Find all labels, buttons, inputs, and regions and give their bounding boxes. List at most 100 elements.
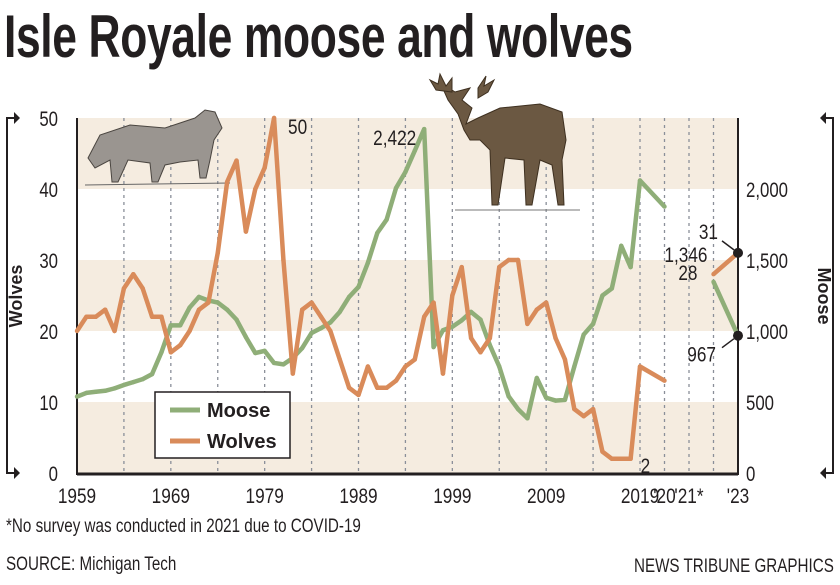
wolves-point-1962: [102, 307, 108, 312]
wolves-point-1992: [384, 385, 389, 390]
wolves-point-2011: [562, 357, 568, 362]
right-tick-label: 0: [746, 463, 755, 486]
right-tick-label: 2,000: [746, 179, 788, 202]
moose-point-1974: [215, 300, 220, 305]
wolves-point-2018: [628, 456, 633, 461]
moose-point-1980: [271, 360, 277, 366]
moose-line-segment-1: [711, 280, 741, 337]
x-tick-label: 1979: [246, 486, 284, 509]
legend-box: [154, 391, 291, 459]
moose-point-2005: [506, 394, 511, 399]
moose-point-1999: [450, 324, 455, 329]
left-tick-label: 30: [39, 250, 58, 273]
wolves-point-2004: [497, 264, 502, 270]
annotation-label: 967: [687, 344, 716, 367]
x-tick-label: 1999: [433, 486, 471, 509]
moose-point-1994: [403, 169, 408, 175]
annotation-dot: [733, 330, 743, 341]
wolves-point-1975: [224, 179, 230, 185]
moose-point-2018: [628, 264, 633, 270]
wolves-point-1960: [84, 314, 89, 319]
moose-point-1981: [281, 362, 286, 367]
wolves-point-1965: [131, 272, 136, 277]
moose-point-1966: [140, 376, 145, 382]
wolves-point-2006: [515, 257, 521, 263]
moose-point-1998: [440, 328, 446, 333]
wolves-point-1998: [440, 371, 446, 376]
wolves-point-1979: [262, 165, 267, 170]
moose-point-1996: [421, 126, 427, 132]
credit: NEWS TRIBUNE GRAPHICS: [634, 556, 834, 577]
moose-point-1972: [196, 294, 202, 300]
series-lines: [74, 115, 741, 462]
wolves-point-1984: [309, 300, 314, 305]
moose-point-2019: [637, 178, 643, 183]
moose-point-1989: [356, 284, 361, 290]
moose-point-1993: [393, 185, 399, 191]
wolves-point-2012: [572, 406, 577, 412]
right-tick-label: 1,500: [746, 250, 788, 273]
moose-point-1977: [243, 334, 249, 340]
wolves-point-2002: [478, 350, 483, 355]
x-tick-label: 1989: [339, 486, 377, 509]
moose-point-1997: [431, 344, 436, 350]
wolves-point-1961: [93, 314, 98, 319]
wolves-point-2005: [506, 257, 511, 263]
moose-point-1986: [328, 320, 333, 325]
wolves-point-2000: [459, 264, 464, 270]
moose-point-1967: [149, 371, 155, 377]
illustrations: [84, 72, 580, 211]
moose-point-1987: [337, 309, 342, 315]
left-bracket-arrow-bottom: [14, 467, 20, 479]
x-tick-label: '23: [727, 486, 749, 509]
wolves-point-1988: [346, 385, 352, 390]
moose-point-2020: [662, 204, 667, 209]
moose-point-1971: [187, 305, 192, 310]
wolves-point-1997: [431, 300, 436, 305]
wolves-point-1983: [300, 307, 305, 312]
moose-point-2004: [497, 364, 502, 369]
right-bracket-arrow-bottom: [820, 467, 826, 479]
wolves-point-1977: [243, 229, 249, 234]
moose-point-2012: [572, 364, 577, 369]
moose-point-1992: [384, 217, 389, 222]
moose-point-1985: [318, 325, 324, 331]
moose-point-2007: [525, 416, 530, 421]
wolves-point-1982: [290, 371, 296, 376]
moose-point-1988: [346, 294, 352, 300]
wolves-point-1976: [234, 158, 239, 163]
wolves-point-2010: [553, 335, 558, 341]
wolves-point-2017: [619, 456, 624, 461]
legend-moose-label: Moose: [207, 400, 270, 422]
moose-point-2009: [543, 395, 549, 400]
moose-point-1990: [365, 260, 371, 266]
source: SOURCE: Michigan Tech: [6, 554, 177, 575]
moose-point-1963: [112, 386, 117, 391]
wolves-point-2001: [468, 335, 474, 341]
wolves-point-2013: [581, 414, 586, 419]
moose-point-1991: [375, 230, 380, 236]
left-tick-label: 50: [39, 108, 58, 131]
wolves-point-1973: [206, 300, 211, 305]
moose-point-2013: [581, 332, 586, 337]
band-1: [77, 260, 738, 331]
right-axis-title: Moose: [814, 267, 834, 324]
left-tick-label: 10: [39, 392, 58, 415]
wolves-point-1959: [74, 328, 80, 334]
annotation-label: 1,346: [664, 244, 707, 267]
x-tick-label: 2019: [621, 486, 659, 509]
left-tick-label: 40: [39, 179, 58, 202]
moose-point-1970: [178, 323, 183, 328]
moose-point-1968: [159, 350, 164, 355]
footnote: *No survey was conducted in 2021 due to …: [6, 516, 361, 537]
legend: Moose Wolves: [154, 391, 291, 459]
right-tick-label: 500: [746, 392, 774, 415]
moose-point-2003: [487, 343, 493, 348]
wolves-point-2014: [590, 406, 596, 412]
wolves-point-1994: [403, 364, 408, 369]
moose-point-1975: [224, 307, 230, 312]
wolves-point-1999: [450, 293, 455, 298]
